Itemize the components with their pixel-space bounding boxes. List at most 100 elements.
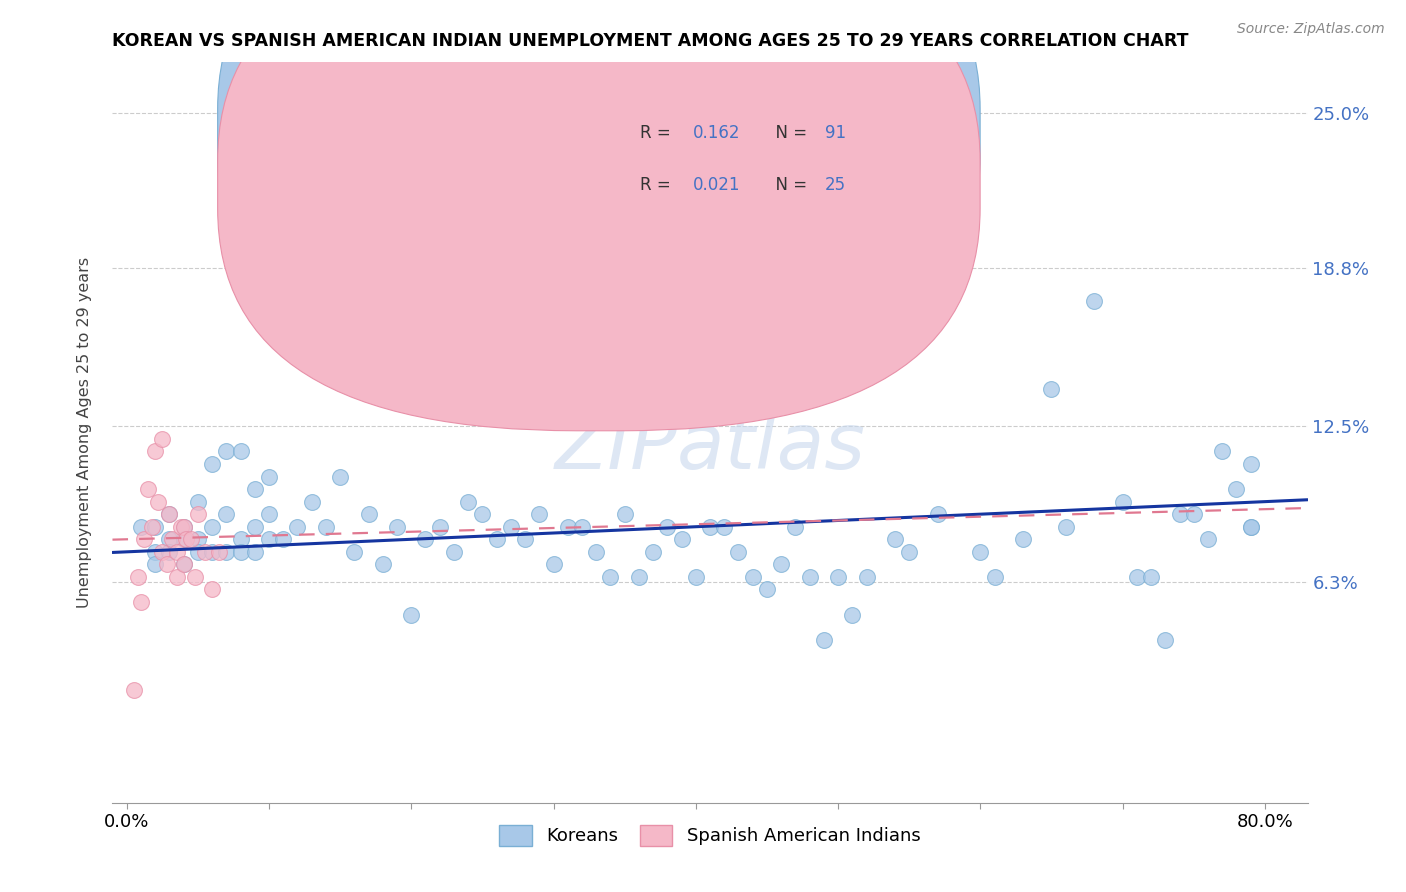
Point [571,520,593,534]
Point [201,457,224,471]
Point [699,520,721,534]
Point [155,558,177,572]
Point [150,545,173,559]
Text: 0.162: 0.162 [693,124,741,142]
Point [187,545,209,559]
Point [132,533,155,547]
Point [136,482,159,496]
Point [129,520,152,534]
Point [627,570,650,584]
Point [727,545,749,559]
Point [229,533,252,547]
Point [208,545,231,559]
Point [301,494,323,508]
Point [157,533,180,547]
Text: ZIPatlas: ZIPatlas [554,409,866,485]
Point [315,520,337,534]
Point [657,520,679,534]
Point [855,570,877,584]
Text: R =: R = [640,124,675,142]
Point [173,533,195,547]
Point [184,570,207,584]
Point [173,558,195,572]
Text: Source: ZipAtlas.com: Source: ZipAtlas.com [1237,22,1385,37]
Point [187,507,209,521]
Point [201,520,224,534]
Point [1012,533,1035,547]
Text: N =: N = [765,124,813,142]
Point [201,545,224,559]
FancyBboxPatch shape [218,0,980,431]
Point [1182,507,1205,521]
Point [157,507,180,521]
Point [173,520,195,534]
Point [243,482,266,496]
Point [841,607,863,622]
Point [243,520,266,534]
Point [685,570,707,584]
Point [429,520,451,534]
FancyBboxPatch shape [554,92,896,221]
Point [485,533,508,547]
Point [1197,533,1219,547]
Point [799,570,821,584]
Point [143,545,166,559]
Point [1240,520,1263,534]
Text: R =: R = [640,176,675,194]
Point [215,545,238,559]
Point [770,558,793,572]
Point [785,520,807,534]
Point [166,545,188,559]
Point [150,432,173,446]
Point [343,545,366,559]
Point [983,570,1005,584]
Point [827,570,849,584]
FancyBboxPatch shape [218,0,980,379]
Point [143,520,166,534]
Point [557,520,579,534]
Point [1211,444,1233,458]
Point [215,507,238,521]
Point [143,558,166,572]
Point [1111,494,1133,508]
Point [813,632,835,647]
Point [401,607,423,622]
Point [157,545,180,559]
Point [173,558,195,572]
Point [187,494,209,508]
Point [513,533,536,547]
Legend: Koreans, Spanish American Indians: Koreans, Spanish American Indians [492,818,928,853]
Point [201,582,224,597]
Point [499,520,522,534]
Point [170,520,193,534]
Point [194,545,217,559]
Point [599,570,621,584]
Point [755,582,778,597]
Point [357,507,380,521]
Text: N =: N = [765,176,813,194]
Point [643,545,665,559]
Text: KOREAN VS SPANISH AMERICAN INDIAN UNEMPLOYMENT AMONG AGES 25 TO 29 YEARS CORRELA: KOREAN VS SPANISH AMERICAN INDIAN UNEMPL… [112,32,1189,50]
Point [471,507,494,521]
Point [457,494,479,508]
Point [146,494,169,508]
Point [671,533,693,547]
Point [157,507,180,521]
Point [1126,570,1149,584]
Point [371,558,394,572]
Point [884,533,907,547]
Point [215,444,238,458]
Point [529,507,551,521]
Point [129,595,152,609]
Point [127,570,149,584]
Point [271,533,294,547]
Point [443,545,465,559]
Point [329,469,352,483]
Point [141,520,163,534]
Point [927,507,949,521]
Point [287,520,309,534]
Point [585,545,607,559]
Point [713,520,735,534]
Point [173,520,195,534]
Point [969,545,991,559]
